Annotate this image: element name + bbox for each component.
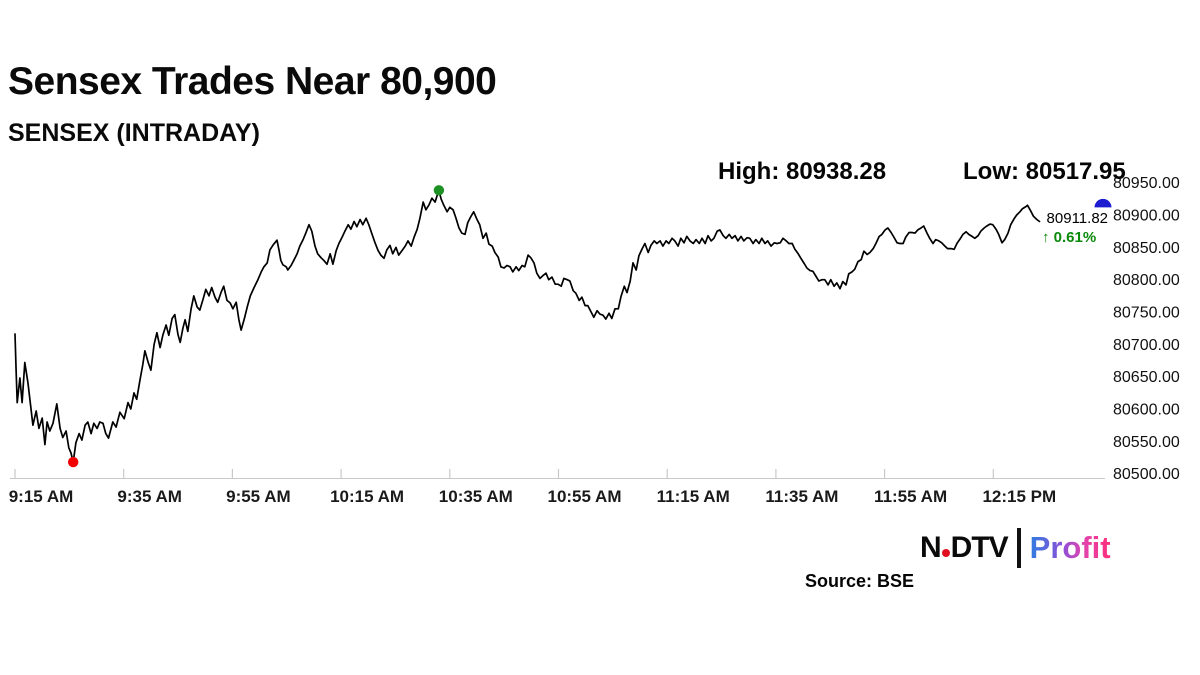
y-axis-tick-label: 80500.00 bbox=[1113, 466, 1180, 483]
y-axis-tick-label: 80700.00 bbox=[1113, 337, 1180, 354]
y-axis-tick-label: 80850.00 bbox=[1113, 240, 1180, 257]
low-marker bbox=[68, 456, 79, 468]
current-price-marker-icon bbox=[1094, 198, 1112, 208]
x-axis-tick-label: 11:35 AM bbox=[765, 487, 838, 506]
x-axis-tick-label: 11:55 AM bbox=[874, 487, 947, 506]
x-axis-tick-label: 9:55 AM bbox=[226, 487, 291, 506]
low-value-label: Low: 80517.95 bbox=[963, 158, 1126, 185]
ndtv-red-dot-icon bbox=[941, 549, 950, 557]
ndtv-letters-dtv: DTV bbox=[950, 531, 1009, 564]
high-marker bbox=[433, 185, 445, 196]
ndtv-profit-logo: N DTV Profit bbox=[920, 528, 1111, 568]
page-title: Sensex Trades Near 80,900 bbox=[8, 60, 497, 103]
change-percent-label: ↑ 0.61% bbox=[1042, 229, 1097, 246]
y-axis-tick-label: 80650.00 bbox=[1113, 369, 1180, 386]
y-axis-tick-label: 80600.00 bbox=[1113, 402, 1180, 419]
logo-divider bbox=[1016, 528, 1021, 568]
last-price-label: 80911.82 bbox=[1046, 210, 1108, 227]
x-axis-tick-label: 12:15 PM bbox=[982, 487, 1056, 506]
high-value-label: High: 80938.28 bbox=[718, 158, 887, 185]
y-axis-tick-label: 80950.00 bbox=[1113, 175, 1180, 192]
source-label: Source: BSE bbox=[805, 571, 915, 591]
y-axis-tick-label: 80550.00 bbox=[1113, 434, 1180, 451]
x-axis-tick-label: 10:15 AM bbox=[330, 487, 404, 506]
x-axis-tick-label: 9:35 AM bbox=[117, 487, 182, 506]
sensex-price-line bbox=[14, 189, 1041, 463]
ndtv-wordmark: N DTV bbox=[920, 531, 1009, 565]
x-axis-tick-label: 10:35 AM bbox=[439, 487, 513, 506]
profit-wordmark: Profit bbox=[1029, 530, 1111, 565]
x-axis-tick-label: 9:15 AM bbox=[9, 487, 74, 506]
chart-subtitle: SENSEX (INTRADAY) bbox=[8, 119, 260, 147]
x-axis-tick-label: 10:55 AM bbox=[547, 487, 621, 506]
y-axis-tick-label: 80750.00 bbox=[1113, 305, 1180, 322]
ndtv-letter-n: N bbox=[920, 531, 942, 564]
y-axis-tick-label: 80800.00 bbox=[1113, 272, 1180, 289]
x-axis-tick-label: 11:15 AM bbox=[657, 487, 730, 506]
y-axis-tick-label: 80900.00 bbox=[1113, 208, 1180, 225]
